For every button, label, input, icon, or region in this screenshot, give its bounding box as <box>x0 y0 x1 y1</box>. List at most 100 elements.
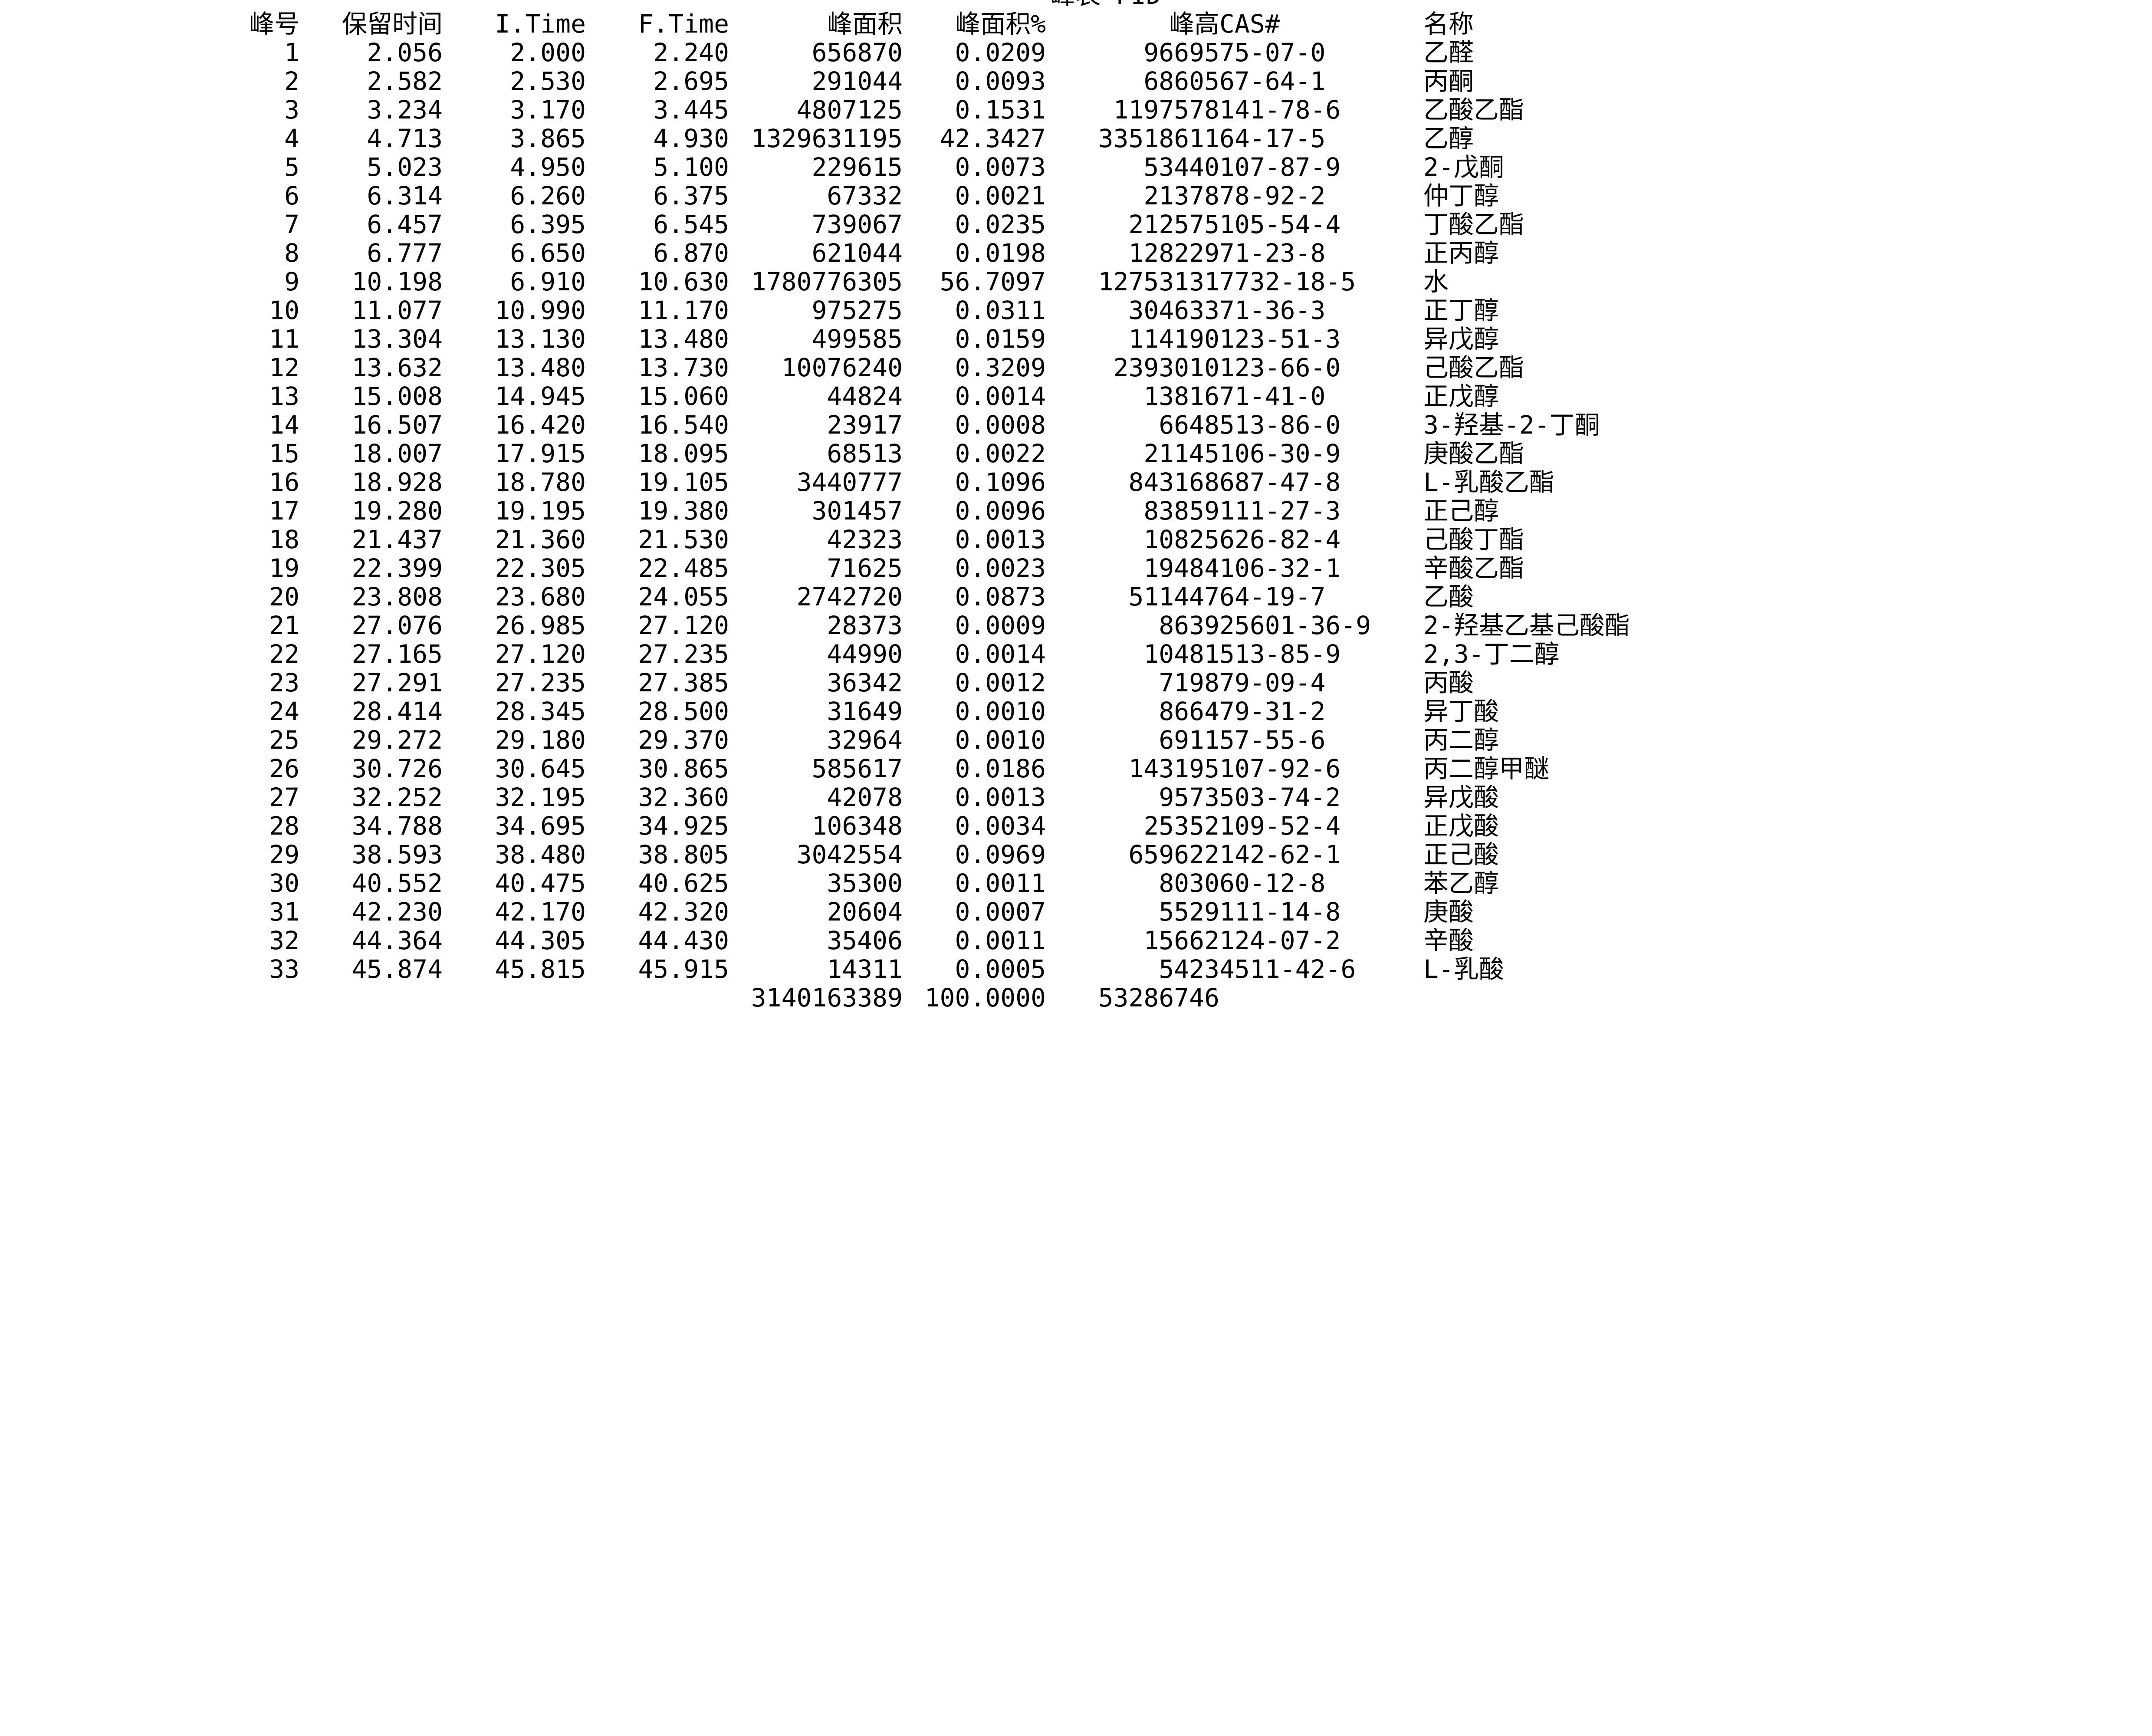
header-peak-area: 峰面积 <box>827 9 903 39</box>
cell-peak-height: 83859 <box>1143 496 1219 526</box>
cell-retention-time: 3.234 <box>367 95 443 125</box>
table-row: 4 4.713 3.865 4.930 1329631195 42.3427 3351861… <box>226 124 1666 153</box>
cell-retention-time: 13.632 <box>352 353 443 382</box>
cell-name: 丙二醇甲醚 <box>1423 754 1550 783</box>
cell-cas: 67-64-1 <box>1219 66 1326 96</box>
cell-area-percent: 0.0209 <box>955 38 1046 67</box>
cell-area-percent: 0.0159 <box>955 324 1046 354</box>
cell-cas: 60-12-8 <box>1219 868 1326 898</box>
table-row: 18 21.437 21.360 21.530 42323 0.0013 10825 626-… <box>226 525 1666 554</box>
cell-initial-time: 13.480 <box>495 353 586 382</box>
cell-peak-area: 14311 <box>827 954 903 984</box>
table-row: 27 32.252 32.195 32.360 42078 0.0013 9573 503-7… <box>226 783 1666 812</box>
cell-cas: 513-85-9 <box>1219 639 1341 669</box>
table-row: 5 5.023 4.950 5.100 229615 0.0073 53440 107-87-… <box>226 153 1666 181</box>
totals-spacer <box>1423 983 1666 1012</box>
table-row: 11 13.304 13.130 13.480 499585 0.0159 114190 12… <box>226 325 1666 353</box>
cell-final-time: 18.095 <box>638 439 729 468</box>
cell-final-time: 2.695 <box>653 66 729 96</box>
cell-final-time: 6.545 <box>653 210 729 239</box>
cell-area-percent: 0.0007 <box>955 897 1046 927</box>
cell-cas: 79-31-2 <box>1219 697 1326 726</box>
cell-peak-height: 6648 <box>1159 410 1219 440</box>
cell-retention-time: 18.928 <box>352 467 443 497</box>
cell-peak-height: 10481 <box>1143 639 1219 669</box>
cell-name: 辛酸乙酯 <box>1423 553 1524 583</box>
cell-final-time: 6.870 <box>653 238 729 268</box>
cell-area-percent: 56.7097 <box>940 267 1046 296</box>
cell-final-time: 6.375 <box>653 181 729 210</box>
cell-initial-time: 13.130 <box>495 324 586 354</box>
cell-peak: 33 <box>269 954 299 984</box>
cell-peak: 29 <box>269 840 299 869</box>
cell-retention-time: 42.230 <box>352 897 443 927</box>
cell-peak-height: 21145 <box>1143 439 1219 468</box>
cell-final-time: 44.430 <box>638 926 729 955</box>
cell-name: 己酸丁酯 <box>1423 525 1524 554</box>
cell-retention-time: 13.304 <box>352 324 443 354</box>
cell-area-percent: 0.0011 <box>955 926 1046 955</box>
cell-area-percent: 0.0034 <box>955 811 1046 841</box>
cell-peak-height: 5529 <box>1159 897 1219 927</box>
cell-peak-height: 13816 <box>1143 381 1219 411</box>
cell-initial-time: 18.780 <box>495 467 586 497</box>
cell-peak-height: 843168 <box>1128 467 1219 497</box>
cell-cas: 78-92-2 <box>1219 181 1326 210</box>
cell-peak: 5 <box>284 152 299 182</box>
table-row: 13 15.008 14.945 15.060 44824 0.0014 13816 71-4… <box>226 382 1666 411</box>
cell-area-percent: 0.0013 <box>955 783 1046 812</box>
cell-final-time: 24.055 <box>638 582 729 612</box>
cell-peak: 10 <box>269 296 299 325</box>
cell-final-time: 38.805 <box>638 840 729 869</box>
cell-retention-time: 6.457 <box>367 210 443 239</box>
total-area-percent: 100.0000 <box>924 983 1046 1013</box>
cell-cas: 75-07-0 <box>1219 38 1326 67</box>
cell-final-time: 3.445 <box>653 95 729 125</box>
cell-name: 3-羟基-2-丁酮 <box>1423 410 1600 440</box>
cell-cas: 124-07-2 <box>1219 926 1341 955</box>
totals-spacer <box>1219 983 1423 1012</box>
cell-cas: 71-23-8 <box>1219 238 1326 268</box>
cell-peak: 16 <box>269 467 299 497</box>
cell-cas: 64-17-5 <box>1219 124 1326 153</box>
cell-initial-time: 2.000 <box>510 38 586 67</box>
cell-peak: 7 <box>284 210 299 239</box>
table-row: 9 10.198 6.910 10.630 1780776305 56.7097 12753… <box>226 267 1666 296</box>
cell-peak-height: 1197578 <box>1113 95 1219 125</box>
table-row: 10 11.077 10.990 11.170 975275 0.0311 304633 71… <box>226 296 1666 325</box>
cell-peak: 31 <box>269 897 299 927</box>
table-body: 1 2.056 2.000 2.240 656870 0.0209 96695 75-07-0… <box>226 38 1666 983</box>
cell-name: 异戊醇 <box>1423 324 1499 354</box>
cell-initial-time: 23.680 <box>495 582 586 612</box>
cell-peak: 8 <box>284 238 299 268</box>
cell-final-time: 4.930 <box>653 124 729 153</box>
cell-peak-area: 28373 <box>827 611 903 640</box>
cell-peak-height: 143195 <box>1128 754 1219 783</box>
cell-retention-time: 40.552 <box>352 868 443 898</box>
cell-retention-time: 6.777 <box>367 238 443 268</box>
cell-retention-time: 23.808 <box>352 582 443 612</box>
table-row: 16 18.928 18.780 19.105 3440777 0.1096 843168 6… <box>226 468 1666 496</box>
cell-name: 乙酸乙酯 <box>1423 95 1524 125</box>
table-row: 2 2.582 2.530 2.695 291044 0.0093 68605 67-64-1… <box>226 67 1666 95</box>
cell-retention-time: 27.076 <box>352 611 443 640</box>
cell-peak-height: 128229 <box>1128 238 1219 268</box>
header-row: 峰号 保留时间 I.Time F.Time 峰面积 峰面积% 峰高 CAS# 名… <box>226 10 1666 38</box>
cell-final-time: 19.380 <box>638 496 729 526</box>
cell-peak-height: 33518611 <box>1098 124 1219 153</box>
cell-peak-height: 5423 <box>1159 954 1219 984</box>
cell-name: 2-戊酮 <box>1423 152 1504 182</box>
cell-initial-time: 32.195 <box>495 783 586 812</box>
cell-final-time: 30.865 <box>638 754 729 783</box>
cell-area-percent: 0.0311 <box>955 296 1046 325</box>
cell-peak: 9 <box>284 267 299 296</box>
cell-peak: 1 <box>284 38 299 67</box>
cell-peak: 12 <box>269 353 299 382</box>
table-row: 28 34.788 34.695 34.925 106348 0.0034 25352 109… <box>226 812 1666 840</box>
cell-name: 2,3-丁二醇 <box>1423 639 1560 669</box>
cell-cas: 107-87-9 <box>1219 152 1341 182</box>
cell-cas: 107-92-6 <box>1219 754 1341 783</box>
cell-name: 己酸乙酯 <box>1423 353 1524 382</box>
cell-retention-time: 21.437 <box>352 525 443 554</box>
cell-retention-time: 32.252 <box>352 783 443 812</box>
